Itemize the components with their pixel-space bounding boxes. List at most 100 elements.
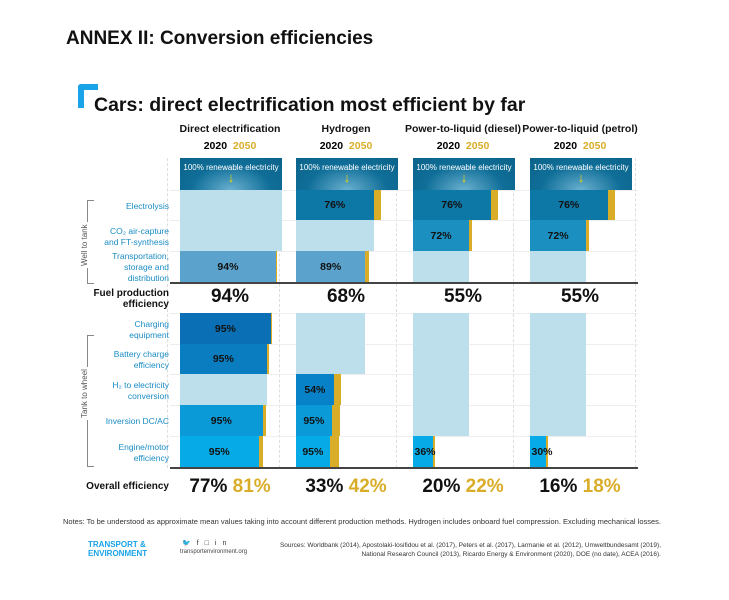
bar-2020 — [296, 313, 366, 344]
row-label: Transportation, storage and distribution — [112, 251, 169, 283]
bar-2020 — [296, 374, 334, 405]
gridline — [167, 158, 168, 468]
sources: Sources: Worldbank (2014), Apostolaki-Io… — [280, 541, 661, 559]
step-efficiency-label: 54% — [304, 383, 326, 396]
year-2050: 2050 — [582, 140, 607, 152]
bar-2020 — [530, 220, 587, 251]
year-2050: 2050 — [232, 140, 257, 152]
bar-2050-gain — [262, 405, 266, 436]
row-label: Electrolysis — [126, 200, 169, 211]
row-divider — [170, 405, 638, 406]
fuel-production-value: 94% — [210, 286, 250, 307]
fuel-production-value: 68% — [326, 286, 366, 307]
sources-line-1: Sources: Worldbank (2014), Apostolaki-Io… — [279, 542, 661, 549]
bar-2050-gain — [329, 436, 339, 467]
row-divider — [170, 313, 638, 314]
renewable-label: 100% renewable electricity — [183, 163, 279, 172]
bar-2020 — [180, 344, 267, 374]
row-divider — [170, 436, 638, 437]
bar-2020 — [413, 374, 470, 405]
column-header: Hydrogen — [321, 123, 371, 135]
group-label: Well to tank — [80, 222, 89, 268]
bar-2020 — [530, 190, 608, 220]
step-efficiency-label: 94% — [217, 260, 239, 273]
fuel-production-label: Fuel production efficiency — [93, 288, 169, 310]
renewable-label: 100% renewable electricity — [416, 163, 512, 172]
overall-efficiency: 16% 18% — [520, 476, 640, 498]
step-efficiency-label: 95% — [210, 414, 232, 427]
bar-2020 — [530, 313, 587, 344]
bar-2050-gain — [607, 190, 615, 220]
renewable-electricity-box: 100% renewable electricity ↓ — [413, 158, 515, 190]
row-divider — [170, 374, 638, 375]
corner-mark — [78, 84, 98, 108]
bar-2020 — [413, 344, 470, 374]
bar-2020 — [180, 436, 259, 467]
renewable-electricity-box: 100% renewable electricity ↓ — [530, 158, 632, 190]
bar-2020 — [530, 405, 587, 436]
year-legend: 2020 2050 — [520, 140, 640, 152]
fuel-production-value: 55% — [560, 286, 600, 307]
overall-efficiency: 33% 42% — [286, 476, 406, 498]
row-label: Engine/motor efficiency — [118, 441, 169, 463]
step-efficiency-label: 72% — [430, 229, 452, 242]
row-label: Battery charge efficiency — [113, 349, 169, 370]
bar-2050-gain — [333, 374, 341, 405]
row-label: H₂ to electricity conversion — [112, 379, 169, 401]
bar-2020 — [296, 405, 332, 436]
year-legend: 2020 2050 — [403, 140, 523, 152]
step-efficiency-label: 89% — [320, 260, 342, 273]
year-2020: 2020 — [553, 140, 578, 152]
renewable-label: 100% renewable electricity — [533, 163, 629, 172]
bar-2020 — [530, 344, 587, 374]
row-divider — [170, 220, 638, 221]
arrow-down-icon: ↓ — [577, 170, 585, 185]
bar-2020 — [180, 220, 282, 251]
step-efficiency-label: 95% — [302, 445, 324, 458]
overall-2050: 42% — [348, 476, 387, 497]
bar-2020 — [296, 344, 366, 374]
divider — [170, 282, 638, 284]
bar-2020 — [413, 436, 434, 467]
chart-title: Cars: direct electrification most effici… — [94, 94, 526, 116]
overall-2020: 33% — [305, 476, 344, 497]
year-2020: 2020 — [203, 140, 228, 152]
bar-2050-gain — [365, 251, 370, 282]
year-2020: 2020 — [436, 140, 461, 152]
overall-efficiency: 77% 81% — [170, 476, 290, 498]
bar-2020 — [180, 251, 276, 282]
website[interactable]: transportenvironment.org — [180, 549, 248, 555]
year-2050: 2050 — [465, 140, 490, 152]
bar-2050-gain — [373, 190, 381, 220]
bar-2020 — [413, 190, 491, 220]
year-legend: 2020 2050 — [286, 140, 406, 152]
step-efficiency-label: 95% — [303, 414, 325, 427]
row-label: CO₂ air-capture and FT-synthesis — [104, 225, 169, 247]
overall-2050: 18% — [582, 476, 621, 497]
bar-2020 — [180, 374, 267, 405]
row-label: Inversion DC/AC — [105, 416, 169, 426]
bar-2020 — [413, 220, 470, 251]
year-2050: 2050 — [348, 140, 373, 152]
column-header: Power-to-liquid (diesel) — [404, 123, 522, 135]
bar-2050-gain — [469, 220, 473, 251]
overall-2050: 22% — [465, 476, 504, 497]
row-label: Charging equipment — [129, 318, 169, 340]
column-header: Direct electrification — [179, 123, 281, 135]
arrow-down-icon: ↓ — [460, 170, 468, 185]
bar-2050-gain — [586, 220, 590, 251]
row-divider — [170, 251, 638, 252]
bar-2020 — [530, 436, 547, 467]
renewable-label: 100% renewable electricity — [299, 163, 395, 172]
bar-2020 — [413, 405, 470, 436]
overall-2020: 20% — [422, 476, 461, 497]
step-efficiency-label: 36% — [414, 445, 436, 458]
bar-2020 — [413, 313, 470, 344]
row-divider — [170, 344, 638, 345]
fuel-production-value: 55% — [443, 286, 483, 307]
bar-2020 — [296, 220, 374, 251]
bar-2050-gain — [270, 313, 272, 344]
social-icons[interactable]: 🐦f□in — [182, 540, 233, 547]
bar-2050-gain — [546, 436, 549, 467]
